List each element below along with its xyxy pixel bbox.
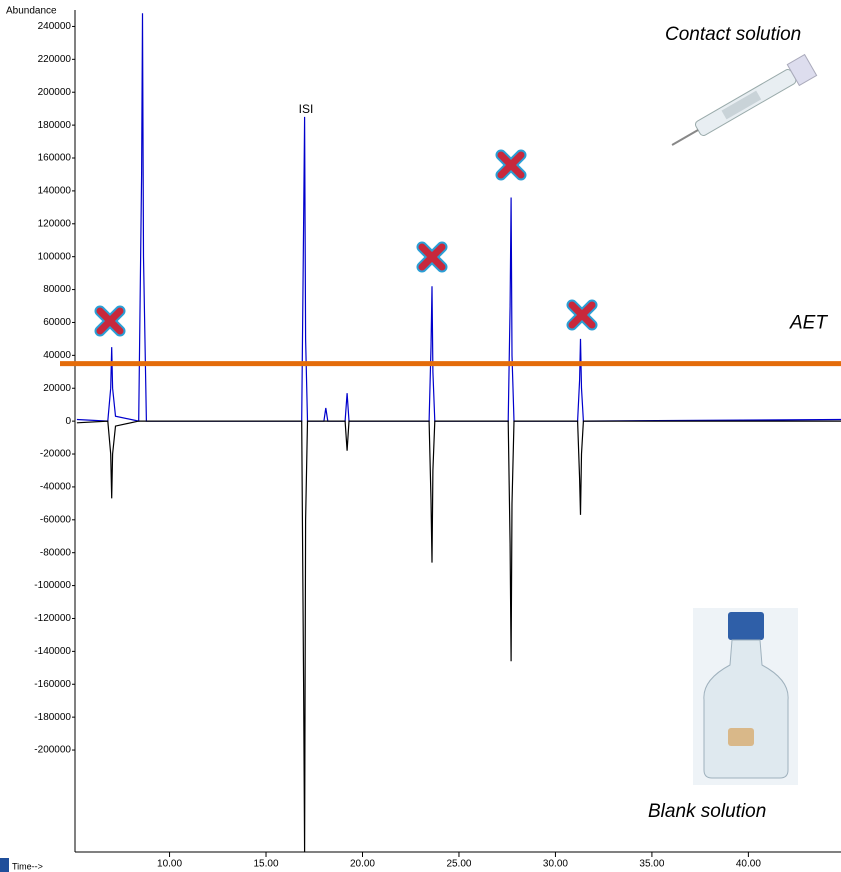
y-tick-label: -160000 bbox=[34, 679, 71, 690]
y-tick-label: -120000 bbox=[34, 613, 71, 624]
y-tick-label: -140000 bbox=[34, 646, 71, 657]
threshold-label: AET bbox=[789, 313, 828, 334]
y-tick-label: -100000 bbox=[34, 580, 71, 591]
y-tick-label: 20000 bbox=[43, 383, 71, 394]
y-tick-label: 100000 bbox=[38, 251, 72, 262]
x-tick-label: 25.00 bbox=[446, 859, 471, 870]
syringe-image bbox=[671, 53, 818, 146]
x-tick-label: 40.00 bbox=[736, 859, 761, 870]
y-tick-label: 220000 bbox=[38, 54, 72, 65]
y-tick-label: -60000 bbox=[40, 514, 72, 525]
y-tick-label: 0 bbox=[65, 416, 71, 427]
bottle-image bbox=[693, 608, 798, 785]
y-tick-label: 140000 bbox=[38, 186, 72, 197]
y-tick-label: 80000 bbox=[43, 284, 71, 295]
x-tick-label: 30.00 bbox=[543, 859, 568, 870]
cross-marks bbox=[94, 149, 598, 337]
trace bbox=[76, 13, 841, 422]
x-axis-label: Time--> bbox=[12, 861, 43, 871]
y-tick-label: -180000 bbox=[34, 712, 71, 723]
x-tick-label: 10.00 bbox=[157, 859, 182, 870]
plot bbox=[76, 13, 841, 852]
y-tick-label: -200000 bbox=[34, 745, 71, 756]
x-tick-label: 20.00 bbox=[350, 859, 375, 870]
y-tick-label: 180000 bbox=[38, 120, 72, 131]
y-tick-label: 160000 bbox=[38, 153, 72, 164]
y-tick-label: 40000 bbox=[43, 350, 71, 361]
contact-label: Contact solution bbox=[665, 24, 801, 45]
isi-label: ISI bbox=[299, 102, 314, 116]
trace bbox=[76, 420, 841, 852]
y-tick-label: -40000 bbox=[40, 482, 72, 493]
x-tick-label: 15.00 bbox=[254, 859, 279, 870]
blank-label: Blank solution bbox=[648, 801, 766, 822]
y-tick-label: 120000 bbox=[38, 218, 72, 229]
y-tick-label: 240000 bbox=[38, 21, 72, 32]
y-tick-label: -80000 bbox=[40, 547, 72, 558]
time-icon bbox=[0, 858, 9, 872]
y-axis-label: Abundance bbox=[6, 6, 57, 17]
x-tick-label: 35.00 bbox=[639, 859, 664, 870]
y-tick-label: -20000 bbox=[40, 449, 72, 460]
y-tick-label: 60000 bbox=[43, 317, 71, 328]
y-tick-label: 200000 bbox=[38, 87, 72, 98]
